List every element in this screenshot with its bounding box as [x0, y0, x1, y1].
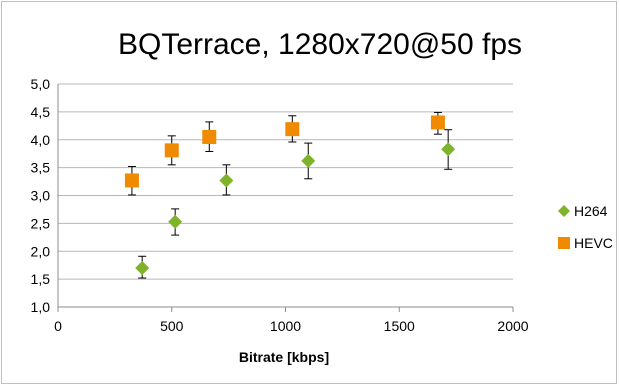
x-tick-label: 0	[54, 318, 62, 334]
h264-point	[168, 214, 183, 229]
hevc-point	[124, 173, 139, 188]
x-tick-labels: 0 500 1000 1500 2000	[54, 318, 529, 334]
y-tick-label: 2,5	[31, 215, 51, 231]
y-tick-label: 1,0	[31, 299, 51, 315]
x-tick-label: 500	[160, 318, 184, 334]
h264-point	[441, 142, 456, 157]
legend-hevc-marker	[558, 237, 570, 249]
legend-h264-marker	[558, 205, 570, 217]
hevc-point	[430, 115, 445, 130]
y-tick-label: 2,0	[31, 243, 51, 259]
h264-point	[219, 173, 234, 188]
legend-h264-label: H264	[574, 203, 608, 219]
y-tick-label: 4,5	[31, 104, 51, 120]
legend: H264 HEVC	[558, 203, 613, 251]
y-tick-label: 1,5	[31, 271, 51, 287]
chart-title: BQTerrace, 1280x720@50 fps	[118, 28, 522, 61]
hevc-point	[164, 143, 179, 158]
x-tick-label: 1500	[384, 318, 415, 334]
y-tick-label: 5,0	[31, 76, 51, 92]
legend-hevc-label: HEVC	[574, 235, 613, 251]
h264-point	[135, 260, 150, 275]
data-points	[124, 115, 456, 275]
hevc-point	[285, 122, 300, 137]
y-tick-label: 3,0	[31, 188, 51, 204]
x-tick-label: 1000	[270, 318, 301, 334]
h264-point	[301, 153, 316, 168]
x-tick-label: 2000	[497, 318, 528, 334]
hevc-point	[202, 129, 217, 144]
axes	[57, 84, 514, 312]
y-tick-label: 4,0	[31, 132, 51, 148]
x-axis-label: Bitrate [kbps]	[239, 349, 329, 365]
y-tick-labels: 1,0 1,5 2,0 2,5 3,0 3,5 4,0 4,5 5,0	[31, 76, 51, 315]
gridlines	[58, 83, 513, 280]
y-tick-label: 3,5	[31, 160, 51, 176]
